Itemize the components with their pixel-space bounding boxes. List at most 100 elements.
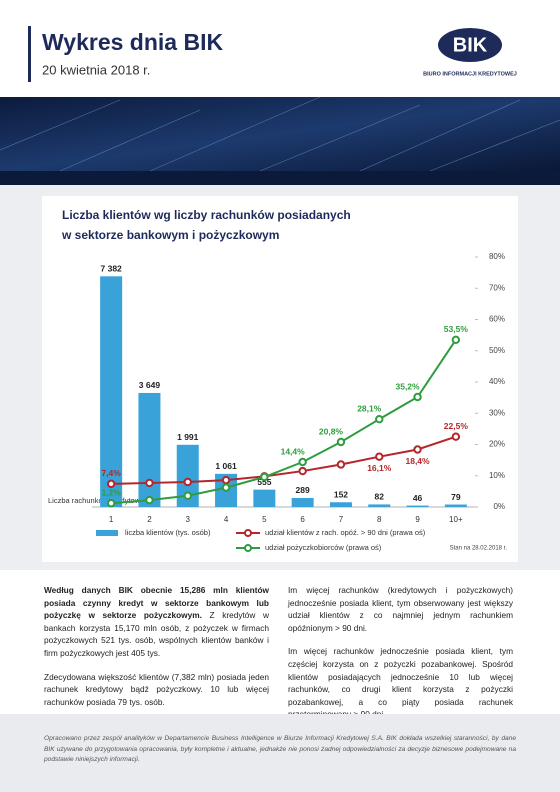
x-tick-label: 6 [300, 515, 305, 524]
text-column-right: Im więcej rachunków (kredytowych i pożyc… [288, 584, 513, 732]
line-value-label: 16,1% [367, 463, 392, 473]
line-marker [451, 335, 461, 345]
bar [100, 276, 123, 507]
y2-tick-label: 70% [489, 283, 505, 292]
y2-tick-label: 50% [489, 346, 505, 355]
logo-caption: BIURO INFORMACJI KREDYTOWEJ [423, 71, 517, 77]
x-tick-label: 7 [339, 515, 344, 524]
line-value-label: 22,5% [444, 421, 469, 431]
line-marker [106, 479, 116, 489]
paragraph: Im więcej rachunków jednocześnie posiada… [288, 645, 513, 721]
line-value-label: 1,2% [101, 488, 121, 498]
legend-label: udział klientów z rach. opóź. > 90 dni (… [265, 528, 426, 537]
line-marker [336, 437, 346, 447]
legend-swatch [244, 544, 252, 552]
paragraph: Im więcej rachunków (kredytowych i pożyc… [288, 584, 513, 634]
bar [368, 504, 391, 507]
y2-tick-label: 30% [489, 408, 505, 417]
bar [138, 392, 161, 507]
line-value-label: 53,5% [444, 324, 469, 334]
logo-text: BIK [453, 34, 488, 56]
x-tick-label: 9 [415, 515, 420, 524]
bar [291, 497, 314, 507]
page-date: 20 kwietnia 2018 r. [42, 62, 150, 77]
line-marker [298, 457, 307, 467]
bar [176, 444, 199, 507]
page-title: Wykres dnia BIK [42, 29, 223, 55]
line-marker [221, 475, 231, 485]
line-marker [183, 491, 192, 500]
paragraph-text: Z kredytów w bankach korzysta 15,170 mln… [44, 610, 269, 658]
line-marker [145, 478, 154, 488]
legend-label: liczba klientów (tys. osób) [125, 528, 211, 537]
text-column-left: Według danych BIK obecnie 15,286 mln kli… [44, 584, 269, 719]
line-value-label: 7,4% [101, 468, 121, 478]
line-marker [298, 466, 307, 476]
bar [444, 504, 467, 507]
bar [253, 489, 276, 507]
paragraph-text: Im więcej rachunków jednocześnie posiada… [288, 646, 513, 719]
x-tick-label: 2 [147, 515, 152, 524]
x-tick-label: 5 [262, 515, 267, 524]
line-marker [260, 472, 269, 482]
x-tick-label: 8 [377, 515, 382, 524]
line [111, 339, 457, 505]
x-axis-label: Liczba rachunków kredytowych [48, 496, 152, 505]
paragraph-text: Im więcej rachunków (kredytowych i pożyc… [288, 585, 513, 633]
bar-value-label: 152 [334, 490, 348, 500]
line [111, 435, 457, 485]
line-marker [106, 499, 116, 508]
line-marker [221, 483, 231, 492]
line-marker [451, 432, 461, 441]
line-marker [375, 452, 384, 461]
bar-value-label: 555 [257, 477, 271, 487]
bar [406, 505, 429, 507]
banner-strip [0, 171, 560, 185]
logo-shape [438, 28, 502, 62]
line-marker [413, 445, 422, 454]
bar [329, 502, 352, 507]
line-value-label: 20,8% [319, 426, 344, 436]
paragraph: Zdecydowana większość klientów (7,382 ml… [44, 671, 269, 709]
line-value-label: 35,2% [395, 381, 420, 391]
line-marker [336, 460, 346, 469]
x-tick-label: 1 [109, 515, 114, 524]
bold-lead: Według danych BIK obecnie 15,286 mln kli… [44, 585, 269, 621]
chart-title: w sektorze bankowym i pożyczkowym [61, 228, 279, 242]
x-tick-label: 10+ [449, 515, 463, 524]
y2-tick-label: 20% [489, 440, 505, 449]
y2-tick-label: 60% [489, 315, 505, 324]
x-tick-label: 3 [186, 515, 191, 524]
legend-swatch [96, 530, 118, 536]
y2-tick-label: 10% [489, 471, 505, 480]
chart-note: Stan na 28.02.2018 r. [450, 546, 508, 552]
bar-value-label: 1 991 [177, 432, 199, 442]
bar-value-label: 82 [375, 492, 385, 502]
bar-value-label: 3 649 [139, 380, 161, 390]
y2-tick-label: 0% [493, 502, 505, 511]
line-value-label: 14,4% [281, 446, 306, 456]
x-tick-label: 4 [224, 515, 229, 524]
title-bar [28, 26, 31, 82]
line-marker [183, 477, 192, 487]
paragraph: Według danych BIK obecnie 15,286 mln kli… [44, 584, 269, 660]
line-marker [413, 392, 422, 402]
line-marker [145, 495, 154, 505]
line-marker [375, 414, 384, 424]
bar-value-label: 1 061 [215, 461, 237, 471]
legend-swatch [244, 529, 252, 537]
y2-tick-label: 80% [489, 252, 505, 261]
bar-value-label: 7 382 [101, 264, 123, 274]
bar-value-label: 289 [296, 485, 310, 495]
paragraph-text: Zdecydowana większość klientów (7,382 ml… [44, 671, 269, 707]
banner [0, 97, 560, 171]
footer-text: Opracowano przez zespół analityków w Dep… [44, 735, 516, 763]
legend-label: udział pożyczkobiorców (prawa oś) [265, 543, 382, 552]
line-value-label: 28,1% [357, 403, 382, 413]
line-value-label: 18,4% [405, 456, 430, 466]
bar-value-label: 46 [413, 493, 423, 503]
footer: Opracowano przez zespół analityków w Dep… [0, 714, 560, 792]
banner-lines [0, 96, 560, 172]
chart-title: Liczba klientów wg liczby rachunków posi… [62, 208, 351, 222]
